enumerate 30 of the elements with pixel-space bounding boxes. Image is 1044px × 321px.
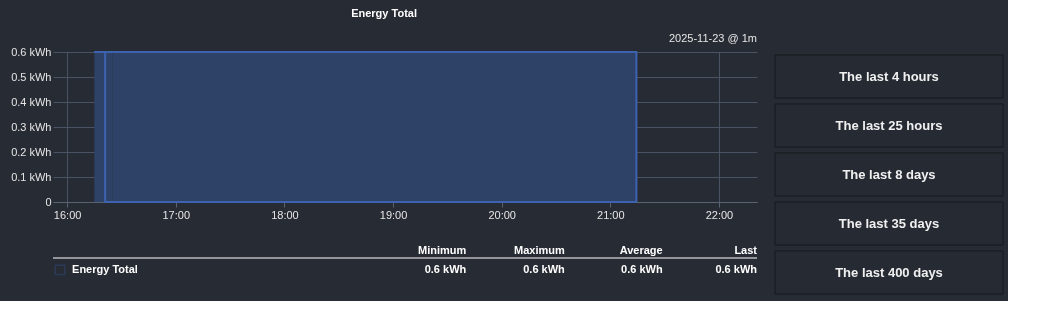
y-tick-label: 0.3 kWh [11,120,52,133]
text: 0.6 kWh [523,262,566,275]
chart-subtitle: 2025-11-23 @ 1m [668,32,757,44]
y-tick-label: 0.1 kWh [11,170,52,183]
text: The last 8 days [842,166,936,182]
text: Last [734,243,758,256]
text: 0.6 kWh [715,262,758,275]
x-tick-label: 20:00 [488,208,516,221]
y-tick-label: 0.4 kWh [11,95,52,108]
text: 0.6 kWh [424,262,467,275]
text: Average [619,243,663,256]
text: The last 4 hours [839,68,939,84]
text: The last 35 days [838,215,940,231]
chart-title: Energy Total [351,7,417,19]
text: Minimum [417,243,467,256]
x-tick-label: 17:00 [162,208,191,221]
x-tick-label: 19:00 [379,208,408,221]
text: 0.6 kWh [621,262,663,275]
x-tick-label: 21:00 [597,208,625,221]
y-tick-label: 0.2 kWh [11,145,52,158]
x-tick-label: 16:00 [53,208,82,221]
text: The last 25 hours [835,117,943,133]
x-tick-label: 22:00 [705,208,734,221]
text: Maximum [514,243,566,256]
y-tick-label: 0 [45,195,52,208]
y-tick-label: 0.6 kWh [11,45,52,58]
x-tick-label: 18:00 [271,208,299,221]
legend-label: Energy Total [72,262,138,275]
y-tick-label: 0.5 kWh [11,70,52,83]
text: The last 400 days [835,264,943,280]
